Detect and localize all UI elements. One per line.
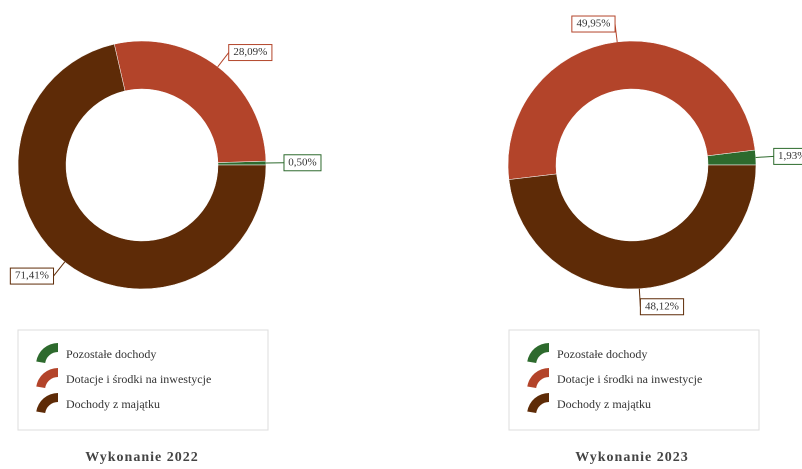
- legend-box: [508, 329, 760, 431]
- legend-label: Dotacje i środki na inwestycje: [66, 372, 211, 386]
- legend-icon: [527, 393, 549, 413]
- data-label: 1,93%: [778, 150, 802, 162]
- legend-icon: [36, 393, 58, 413]
- label-box: [283, 154, 322, 172]
- donut-slice: [508, 164, 757, 290]
- label-box: [639, 298, 685, 316]
- leader-line: [53, 261, 66, 277]
- data-label: 0,50%: [288, 156, 316, 168]
- legend-icon: [527, 343, 549, 363]
- legend-icon: [527, 368, 549, 388]
- legend-label: Pozostałe dochody: [66, 347, 156, 361]
- data-label: 71,41%: [15, 270, 49, 282]
- legend-label: Dotacje i środki na inwestycje: [557, 372, 702, 386]
- leader-line: [755, 155, 774, 158]
- label-box: [9, 267, 55, 285]
- legend-label: Dochody z majątku: [66, 397, 160, 411]
- donut-slice: [17, 43, 267, 290]
- leader-line: [217, 52, 230, 68]
- label-box: [228, 44, 273, 62]
- chart-title: Wykonanie 2022: [85, 450, 198, 465]
- data-label: 49,95%: [576, 18, 610, 30]
- label-box: [571, 15, 616, 33]
- data-label: 48,12%: [645, 300, 679, 312]
- legend-icon: [36, 368, 58, 388]
- legend-label: Pozostałe dochody: [557, 347, 647, 361]
- chart-title: Wykonanie 2023: [575, 450, 688, 465]
- donut-slice: [113, 40, 267, 163]
- legend-label: Dochody z majątku: [557, 397, 651, 411]
- legend-icon: [36, 343, 58, 363]
- data-label: 28,09%: [233, 46, 267, 58]
- label-box: [773, 147, 802, 165]
- legend-box: [17, 329, 269, 431]
